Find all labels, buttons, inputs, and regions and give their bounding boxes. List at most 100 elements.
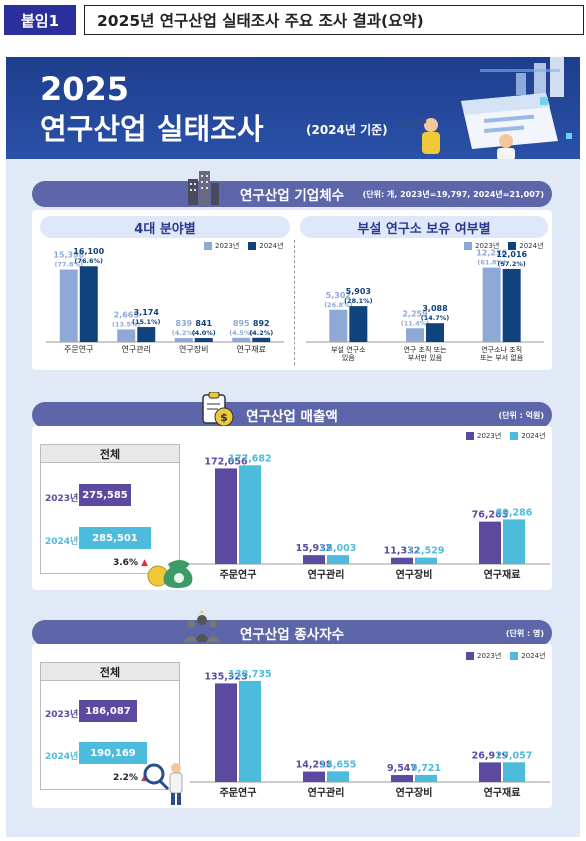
x-tick-label: 연구관리 xyxy=(308,786,345,799)
legend: 2023년 2024년 xyxy=(466,651,546,661)
data-label-share: (14.7%) xyxy=(421,314,450,322)
section-header-employees: ★ 연구산업 종사자수 (단위 : 명) xyxy=(32,609,552,646)
data-label-share: (61.8%) xyxy=(477,259,506,267)
section-unit: (단위 : 억원) xyxy=(498,411,544,420)
bar-2024 xyxy=(137,327,156,342)
bar-2024 xyxy=(503,519,525,564)
data-label: 2,665 xyxy=(114,310,140,319)
legend-swatch-2023 xyxy=(466,652,474,660)
total-box-sales: 전체 2023년 275,585 2024년 285,501 3.6% ▲ xyxy=(40,444,180,574)
legend-label: 2024년 xyxy=(521,432,546,440)
total-row-label: 2023년 xyxy=(45,494,79,504)
increase-rate: 3.6% ▲ xyxy=(113,558,148,568)
x-tick-label: 연구재료 xyxy=(484,786,521,799)
data-label: 3,088 xyxy=(422,304,448,313)
data-label: 80,286 xyxy=(496,507,533,518)
section-title: 연구산업 기업체수 xyxy=(239,188,345,204)
bar-2024 xyxy=(502,268,521,342)
section-unit: (단위 : 명) xyxy=(505,629,544,638)
x-tick-label: 부서만 있음 xyxy=(408,353,443,362)
bar-2024 xyxy=(194,338,213,342)
legend-swatch-2023 xyxy=(464,242,472,250)
legend-label: 2024년 xyxy=(259,242,284,250)
legend-swatch-2024 xyxy=(508,242,517,250)
bar-2024 xyxy=(415,774,437,782)
bar-2023 xyxy=(303,555,325,564)
data-label: 9,547 xyxy=(387,763,417,774)
bar-2024 xyxy=(327,555,349,564)
legend-swatch-2024 xyxy=(510,432,519,440)
data-label-share: (76.6%) xyxy=(75,257,104,265)
x-tick-label: 연구장비 xyxy=(396,568,433,581)
legend: 2023년 2024년 xyxy=(204,241,284,251)
attachment-tag: 붙임1 xyxy=(4,5,76,35)
x-tick-label: 연구장비 xyxy=(179,344,208,354)
total-box-title: 전체 xyxy=(41,663,179,681)
legend-label: 2024년 xyxy=(519,242,544,250)
total-bar-2023: 275,585 xyxy=(79,484,131,506)
x-tick-label: 또는 부서 없음 xyxy=(480,353,524,362)
data-label: 892 xyxy=(253,319,270,328)
data-label: 9,721 xyxy=(411,763,441,774)
subchart-title-lab: 부설 연구소 보유 여부별 xyxy=(300,216,548,238)
people-icon: ★ xyxy=(182,609,222,644)
data-label: 12,016 xyxy=(496,250,527,259)
bar-2023 xyxy=(406,328,424,342)
total-bar-2024: 190,169 xyxy=(79,742,147,764)
banner-subtitle: (2024년 기준) xyxy=(306,123,388,137)
data-label: 11,529 xyxy=(408,546,445,557)
increase-value: 2.2% xyxy=(113,773,138,783)
data-label: 26,919 xyxy=(472,750,509,761)
increase-value: 3.6% xyxy=(113,558,138,568)
x-tick-label: 연구 조직 또는 xyxy=(403,345,447,354)
banner-illustration xyxy=(398,57,572,159)
bar-2024 xyxy=(503,762,525,782)
data-label: 5,302 xyxy=(326,291,351,300)
data-label: 14,655 xyxy=(320,759,357,770)
section-unit: (단위: 개, 2023년=19,797, 2024년=21,007) xyxy=(362,190,544,199)
bar-2024 xyxy=(239,680,261,782)
money-bag-icon xyxy=(146,552,196,588)
bar-2023 xyxy=(215,468,237,564)
data-label: 12,236 xyxy=(476,249,507,258)
data-label: 16,003 xyxy=(320,543,357,554)
bar-2024 xyxy=(426,323,444,342)
bar-2024 xyxy=(252,337,271,342)
divider xyxy=(294,240,295,365)
legend-label: 2023년 xyxy=(475,242,500,250)
svg-text:★: ★ xyxy=(199,610,204,616)
bar-2023 xyxy=(215,683,237,782)
data-label-share: (11.4%) xyxy=(401,319,430,327)
data-label: 841 xyxy=(195,319,212,328)
data-label: 27,057 xyxy=(496,750,533,761)
x-tick-label: 주문연구 xyxy=(220,568,257,581)
data-label: 16,100 xyxy=(73,247,104,256)
bar-2023 xyxy=(479,521,501,564)
data-label-share: (4.0%) xyxy=(192,329,216,337)
banner-year: 2025 xyxy=(40,70,130,108)
section-title: 연구산업 매출액 xyxy=(246,409,338,425)
data-label: 895 xyxy=(233,319,250,328)
total-bar-2024: 285,501 xyxy=(79,527,151,549)
data-label-share: (4.2%) xyxy=(249,329,273,337)
x-tick-label: 주문연구 xyxy=(64,345,93,354)
total-box-employees: 전체 2023년 186,087 2024년 190,169 2.2% ▲ xyxy=(40,662,180,790)
total-row-label: 2024년 xyxy=(45,752,79,762)
section-header-sales: $ 연구산업 매출액 (단위 : 억원) xyxy=(32,391,552,428)
legend-swatch-2024 xyxy=(248,242,257,250)
data-label-share: (4.5%) xyxy=(229,329,253,337)
bar-2023 xyxy=(174,338,193,342)
svg-text:$: $ xyxy=(220,411,228,424)
total-row-label: 2023년 xyxy=(45,710,79,720)
document-title: 2025년 연구산업 실태조사 주요 조사 결과(요약) xyxy=(84,5,584,35)
data-label-share: (77.8%) xyxy=(55,261,84,269)
bar-2023 xyxy=(479,762,501,782)
data-label-share: (13.5%) xyxy=(112,320,141,328)
bar-2023 xyxy=(391,775,413,782)
data-label: 15,398 xyxy=(53,251,84,260)
bar-2024 xyxy=(79,266,98,342)
x-tick-label: 연구장비 xyxy=(396,786,433,799)
subchart-title-fields: 4대 분야별 xyxy=(40,216,290,238)
